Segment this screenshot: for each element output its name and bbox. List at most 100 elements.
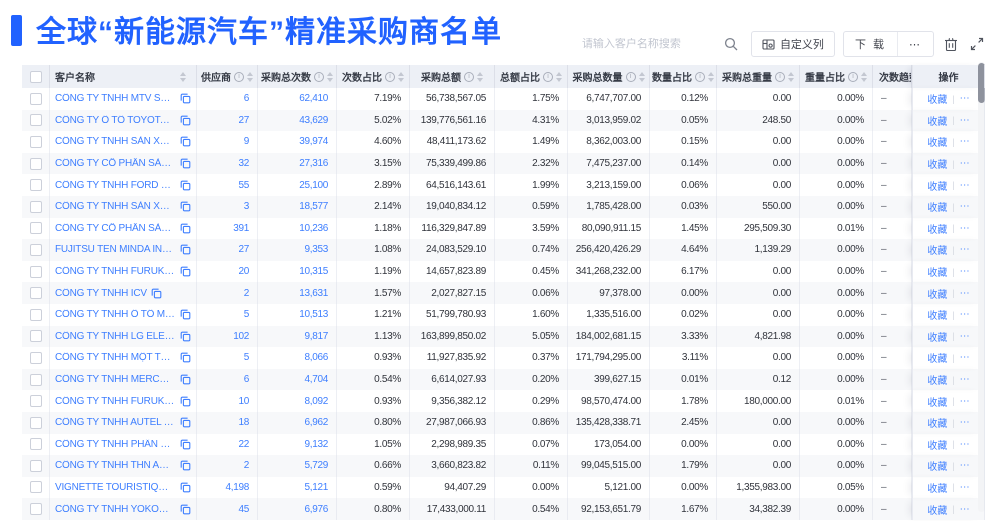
- column-header-purchases_pct[interactable]: 次数占比 i: [337, 65, 410, 88]
- favorite-link[interactable]: 收藏: [927, 440, 948, 452]
- row-checkbox[interactable]: [29, 416, 42, 429]
- copy-icon[interactable]: [179, 438, 191, 450]
- column-header-weight_pct[interactable]: 重量占比 i: [800, 65, 873, 88]
- copy-icon[interactable]: [179, 114, 191, 126]
- row-checkbox[interactable]: [29, 179, 42, 192]
- cell-supplier[interactable]: 2: [197, 455, 258, 477]
- row-checkbox[interactable]: [29, 308, 42, 321]
- favorite-link[interactable]: 收藏: [927, 181, 948, 193]
- favorite-link[interactable]: 收藏: [927, 354, 948, 366]
- search-icon[interactable]: [724, 35, 739, 53]
- cell-supplier[interactable]: 9: [197, 131, 258, 153]
- cell-purchases[interactable]: 43,629: [258, 109, 337, 132]
- row-checkbox[interactable]: [29, 243, 42, 256]
- customer-search-input[interactable]: [581, 38, 724, 50]
- sort-icon[interactable]: [638, 71, 645, 82]
- row-checkbox[interactable]: [29, 200, 42, 213]
- column-header-quantity[interactable]: 采购总数量 i: [568, 65, 650, 88]
- row-more-link[interactable]: ⋯: [959, 374, 970, 386]
- cell-supplier[interactable]: 32: [197, 152, 258, 175]
- sort-icon[interactable]: [556, 71, 562, 82]
- copy-icon[interactable]: [179, 417, 191, 429]
- row-more-link[interactable]: ⋯: [959, 93, 970, 105]
- info-icon[interactable]: i: [314, 71, 324, 82]
- customer-name-link[interactable]: CÔNG TY TNHH MỘT THÀNH V...: [55, 352, 175, 364]
- copy-icon[interactable]: [179, 330, 191, 342]
- cell-supplier[interactable]: 20: [197, 260, 258, 283]
- cell-purchases[interactable]: 10,236: [258, 217, 337, 240]
- favorite-link[interactable]: 收藏: [927, 419, 948, 431]
- fullscreen-icon[interactable]: [968, 35, 986, 53]
- row-more-link[interactable]: ⋯: [959, 330, 970, 342]
- cell-purchases[interactable]: 10,513: [258, 303, 337, 326]
- row-checkbox[interactable]: [29, 157, 42, 170]
- cell-supplier[interactable]: 3: [197, 195, 258, 218]
- sort-icon[interactable]: [327, 71, 333, 82]
- row-checkbox[interactable]: [29, 330, 42, 343]
- customer-name-link[interactable]: CÔNG TY TNHH PHÂN PHỐI T...: [55, 438, 175, 450]
- row-checkbox[interactable]: [29, 395, 42, 408]
- copy-icon[interactable]: [179, 481, 191, 493]
- favorite-link[interactable]: 收藏: [927, 483, 948, 495]
- customer-name-link[interactable]: CÔNG TY TNHH FORD VIỆT NAM: [55, 179, 175, 191]
- customer-name-link[interactable]: CÔNG TY TNHH FURUKAWA A...: [55, 266, 175, 278]
- row-more-link[interactable]: ⋯: [959, 158, 970, 170]
- favorite-link[interactable]: 收藏: [927, 95, 948, 107]
- favorite-link[interactable]: 收藏: [927, 224, 948, 236]
- info-icon[interactable]: i: [695, 71, 705, 82]
- copy-icon[interactable]: [179, 266, 191, 278]
- row-checkbox[interactable]: [29, 222, 42, 235]
- row-checkbox[interactable]: [29, 92, 42, 105]
- copy-icon[interactable]: [179, 309, 191, 321]
- cell-supplier[interactable]: 18: [197, 411, 258, 434]
- cell-purchases[interactable]: 4,704: [258, 368, 337, 391]
- row-checkbox[interactable]: [29, 265, 42, 278]
- download-button[interactable]: 下 载: [854, 39, 886, 51]
- column-header-amount_pct[interactable]: 总额占比 i: [495, 65, 568, 88]
- customer-name-link[interactable]: CÔNG TY TNHH AUTEL VIỆT N...: [55, 417, 175, 429]
- copy-icon[interactable]: [179, 244, 191, 256]
- info-icon[interactable]: i: [464, 71, 474, 82]
- customer-name-link[interactable]: CÔNG TY Ô TÔ TOYOTA VIỆT ...: [55, 114, 175, 126]
- row-more-link[interactable]: ⋯: [959, 222, 970, 234]
- customer-name-link[interactable]: CÔNG TY TNHH FURUKAWA A...: [55, 395, 175, 407]
- row-checkbox[interactable]: [29, 503, 42, 516]
- row-more-link[interactable]: ⋯: [959, 287, 970, 299]
- sort-icon[interactable]: [180, 71, 186, 82]
- customer-name-link[interactable]: VIGNETTE TOURISTIQUE G UNI...: [55, 481, 175, 493]
- cell-supplier[interactable]: 27: [197, 239, 258, 261]
- customer-name-link[interactable]: CÔNG TY TNHH THN AUTOPAR...: [55, 460, 175, 472]
- cell-purchases[interactable]: 6,962: [258, 411, 337, 434]
- customer-name-link[interactable]: CÔNG TY CỔ PHẦN SẢN XUẤT...: [55, 222, 175, 234]
- customize-columns-button[interactable]: 自定义列: [750, 31, 835, 57]
- info-icon[interactable]: i: [848, 71, 858, 82]
- column-header-purchases[interactable]: 采购总次数 i: [258, 65, 337, 88]
- row-more-link[interactable]: ⋯: [959, 266, 970, 278]
- info-icon[interactable]: i: [625, 71, 636, 82]
- row-checkbox[interactable]: [29, 114, 42, 127]
- row-checkbox[interactable]: [29, 459, 42, 472]
- customer-name-link[interactable]: CÔNG TY CỔ PHẦN SẢN XUẤT...: [55, 158, 175, 170]
- row-checkbox[interactable]: [29, 438, 42, 451]
- favorite-link[interactable]: 收藏: [927, 138, 948, 150]
- cell-supplier[interactable]: 27: [197, 109, 258, 132]
- cell-supplier[interactable]: 6: [197, 88, 258, 110]
- trash-icon[interactable]: [942, 35, 960, 53]
- cell-purchases[interactable]: 10,315: [258, 260, 337, 283]
- cell-purchases[interactable]: 5,729: [258, 455, 337, 477]
- copy-icon[interactable]: [179, 460, 191, 472]
- customer-name-link[interactable]: FUJITSU TEN MINDA INDIA PVT...: [55, 244, 175, 256]
- favorite-link[interactable]: 收藏: [927, 160, 948, 172]
- row-more-link[interactable]: ⋯: [959, 136, 970, 148]
- cell-purchases[interactable]: 39,974: [258, 131, 337, 153]
- copy-icon[interactable]: [179, 158, 191, 170]
- row-more-link[interactable]: ⋯: [959, 244, 970, 256]
- row-more-link[interactable]: ⋯: [959, 395, 970, 407]
- sort-icon[interactable]: [861, 71, 867, 82]
- cell-purchases[interactable]: 18,577: [258, 195, 337, 218]
- cell-supplier[interactable]: 102: [197, 325, 258, 348]
- customer-name-link[interactable]: CÔNG TY TNHH MERCEDES–B...: [55, 374, 175, 386]
- row-checkbox[interactable]: [29, 287, 42, 300]
- cell-purchases[interactable]: 8,092: [258, 390, 337, 412]
- cell-supplier[interactable]: 22: [197, 433, 258, 456]
